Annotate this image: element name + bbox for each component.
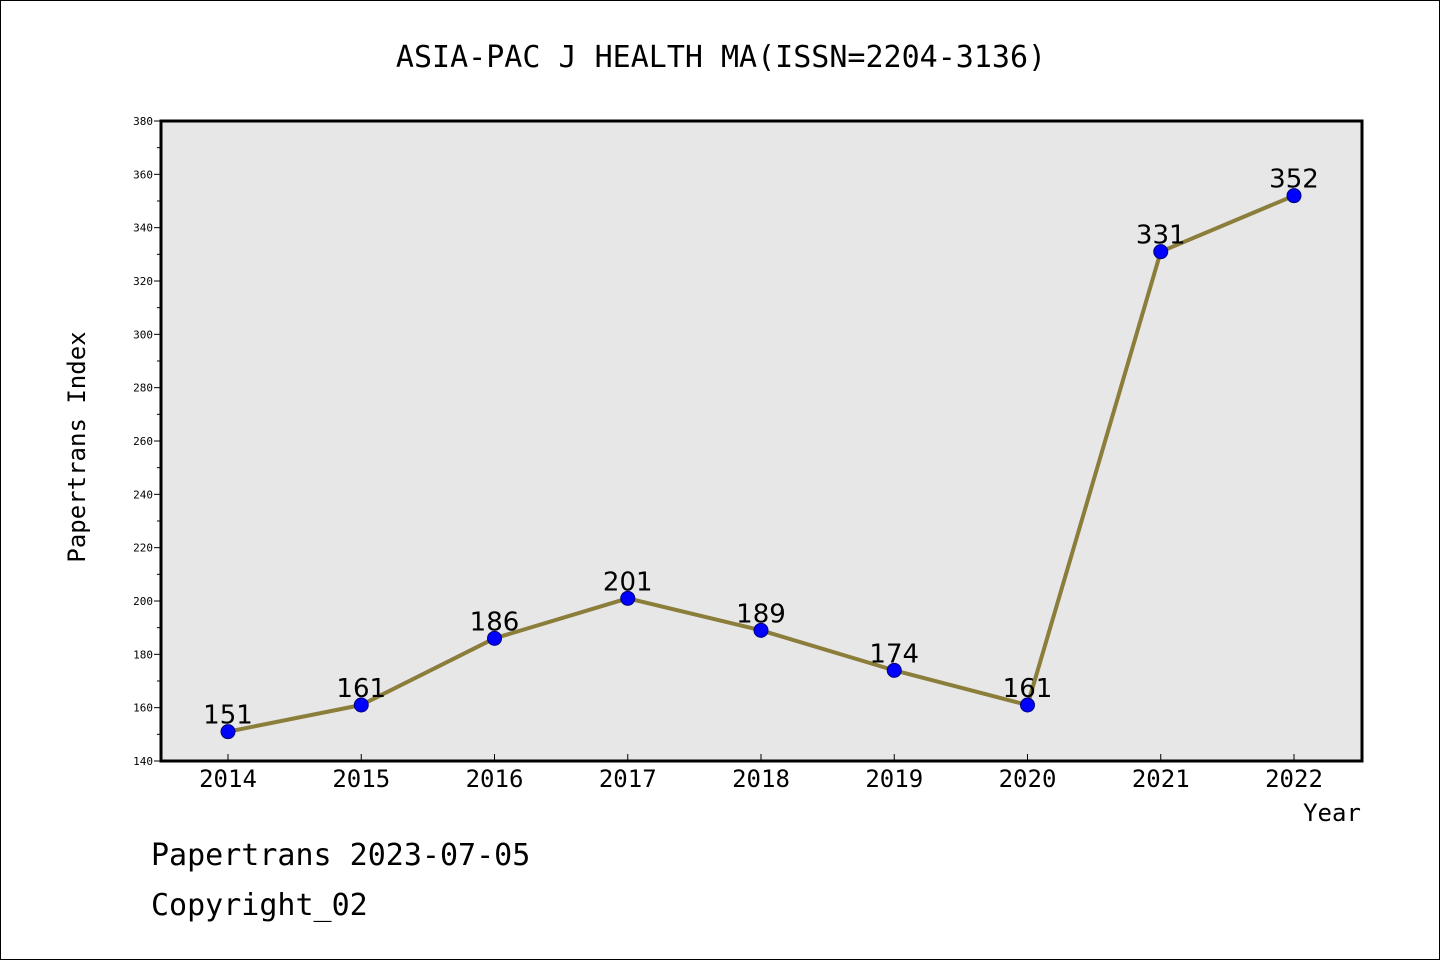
data-point-marker [753, 622, 769, 638]
data-label: 186 [470, 607, 520, 637]
data-label: 151 [203, 701, 253, 731]
x-tick-label: 2015 [332, 765, 390, 793]
x-axis-label: Year [1303, 799, 1361, 827]
y-tick-label: 340 [133, 222, 153, 235]
y-tick-label: 240 [133, 488, 153, 501]
plot-border [159, 119, 1364, 763]
footer-date: Papertrans 2023-07-05 [151, 838, 530, 873]
data-label: 331 [1136, 221, 1186, 251]
data-label: 161 [336, 674, 386, 704]
x-axis-ticks: 2014 2015 2016 2017 2018 2019 2020 2021 2022 [199, 754, 1323, 793]
x-tick-label: 2020 [999, 765, 1057, 793]
data-point-marker [353, 697, 369, 713]
data-point-marker [1286, 188, 1302, 204]
y-axis-ticks: 140 160 180 200 220 240 260 280 300 320 340 360 380 [133, 115, 161, 768]
y-tick-label: 300 [133, 328, 153, 341]
y-tick-label: 260 [133, 435, 153, 448]
y-tick-label: 280 [133, 382, 153, 395]
footer-copyright: Copyright_02 [151, 888, 368, 923]
x-tick-label: 2021 [1132, 765, 1190, 793]
data-point-marker [1020, 697, 1035, 713]
y-tick-label: 160 [133, 702, 153, 715]
data-series: 151 161 186 201 189 174 161 331 352 [203, 165, 1319, 740]
data-point-marker [886, 662, 902, 678]
y-tick-label: 140 [133, 755, 153, 768]
x-tick-label: 2014 [199, 765, 257, 793]
y-axis-label: Papertrans Index [63, 331, 91, 562]
data-label: 161 [1003, 674, 1053, 704]
x-tick-label: 2017 [599, 765, 657, 793]
data-label: 352 [1269, 165, 1319, 195]
y-tick-label: 220 [133, 542, 153, 555]
x-tick-label: 2022 [1265, 765, 1323, 793]
data-label: 174 [869, 639, 919, 669]
chart-title: ASIA-PAC J HEALTH MA(ISSN=2204-3136) [396, 40, 1046, 75]
y-tick-label: 380 [133, 115, 153, 128]
data-point-marker [487, 630, 502, 646]
y-tick-label: 200 [133, 595, 153, 608]
x-tick-label: 2018 [732, 765, 790, 793]
data-point-marker [1153, 244, 1169, 260]
data-point-marker [620, 590, 636, 606]
y-tick-label: 320 [133, 275, 153, 288]
plot-area [161, 121, 1362, 761]
y-tick-label: 180 [133, 648, 153, 661]
data-point-marker [220, 724, 236, 740]
x-tick-label: 2019 [865, 765, 923, 793]
data-label: 201 [603, 567, 653, 597]
data-label: 189 [736, 599, 786, 629]
y-tick-label: 360 [133, 168, 153, 181]
x-tick-label: 2016 [466, 765, 524, 793]
